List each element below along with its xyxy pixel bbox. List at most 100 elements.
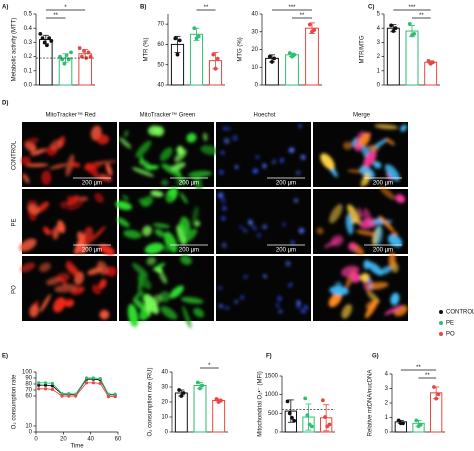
cell [373, 161, 382, 169]
column-header: MitoTracker™ Red [45, 112, 95, 119]
cell [202, 132, 208, 142]
data-point [86, 50, 91, 55]
data-point [40, 36, 45, 41]
y-tick-label: 3 [385, 386, 389, 392]
data-point [192, 26, 197, 31]
cell [182, 228, 198, 243]
cell [357, 207, 364, 219]
cell [385, 137, 395, 146]
series-point [91, 381, 95, 385]
cell [400, 124, 407, 132]
series-line [38, 377, 116, 395]
y-tick-label: 0.1 [24, 68, 33, 74]
cell [341, 304, 352, 319]
cell [106, 266, 117, 277]
series-point [98, 377, 102, 381]
significance-label: ** [419, 13, 424, 19]
y-tick-label: 30 [251, 29, 258, 35]
cell [99, 244, 115, 256]
data-point [407, 22, 412, 26]
cell [132, 262, 149, 278]
data-point [60, 57, 65, 62]
scale-label: 200 µm [82, 181, 102, 187]
data-point [287, 411, 292, 416]
cell [288, 282, 293, 288]
y-tick-label: 0 [275, 430, 279, 436]
x-tick-label: 20 [60, 437, 67, 443]
significance-label: ** [416, 365, 421, 371]
data-point [305, 413, 310, 418]
data-point [432, 385, 436, 389]
y-tick-label: 10 [161, 415, 168, 421]
cell [234, 299, 239, 304]
data-point [181, 391, 186, 395]
data-point [414, 418, 419, 423]
series-point [106, 395, 111, 399]
cell [251, 225, 257, 231]
series-point [37, 387, 41, 391]
cells [119, 125, 219, 191]
cell [222, 206, 227, 211]
cell [395, 194, 406, 203]
data-point [38, 31, 43, 36]
legend-label: PO [446, 332, 455, 338]
cell [77, 231, 84, 241]
y-tick-label: 0.3 [24, 40, 33, 46]
cell [276, 296, 283, 302]
y-tick-label: 100 [22, 370, 33, 376]
cell [387, 234, 403, 248]
significance-label: *** [288, 5, 296, 11]
cell [163, 231, 178, 253]
significance-label: ** [425, 373, 430, 379]
data-point [401, 421, 405, 426]
cell [238, 225, 244, 230]
data-point [198, 386, 202, 391]
panel-label: A) [2, 5, 8, 11]
cell [30, 145, 36, 154]
cell [170, 162, 186, 171]
series-point [74, 394, 78, 398]
cell [363, 208, 373, 226]
cell [293, 198, 299, 203]
micrograph [216, 256, 311, 321]
data-point [303, 396, 308, 401]
micrograph: 200 µm [216, 189, 311, 254]
panel-label: G) [372, 354, 379, 360]
cells [127, 255, 205, 329]
cell [329, 204, 343, 224]
data-point [393, 26, 398, 31]
cell [94, 192, 104, 203]
cell [116, 217, 130, 228]
cell [21, 156, 31, 166]
cells [115, 187, 201, 255]
data-point [214, 397, 219, 401]
row-label: PE [12, 218, 18, 226]
cell [358, 132, 371, 147]
cell [29, 304, 40, 318]
y-tick-label: 3 [377, 40, 381, 46]
data-point [287, 51, 292, 55]
micrograph: 200 µm [21, 122, 117, 187]
y-tick-label: 80 [25, 382, 32, 388]
cell [248, 219, 253, 226]
series-point [43, 383, 48, 387]
y-tick-label: 0 [255, 83, 259, 89]
cell [290, 240, 295, 245]
significance-label: ** [300, 13, 305, 19]
data-point [49, 39, 54, 43]
cell [243, 228, 248, 234]
data-point [69, 50, 73, 55]
series-point [67, 392, 71, 396]
cell [19, 238, 37, 252]
cell [328, 292, 342, 308]
legend-label: CONTROL [446, 310, 474, 316]
series-point [98, 381, 102, 385]
cell [221, 242, 227, 248]
cell [60, 201, 68, 209]
cell [234, 165, 239, 169]
micrograph: 200 µm [19, 189, 117, 256]
y-tick-label: 40 [161, 370, 168, 376]
cell [20, 262, 36, 273]
cell [252, 168, 259, 174]
scale-label: 200 µm [179, 248, 199, 254]
